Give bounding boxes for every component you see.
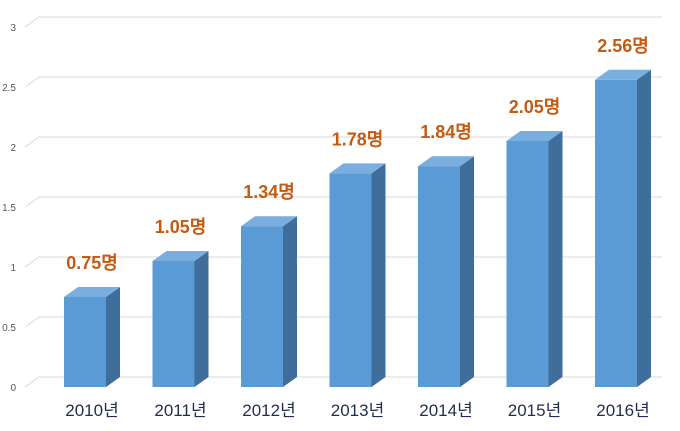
gridline-depth bbox=[24, 196, 40, 208]
bar-side bbox=[371, 163, 386, 387]
data-label: 1.34명 bbox=[243, 182, 295, 202]
bar bbox=[64, 287, 120, 387]
data-label: 1.78명 bbox=[332, 129, 384, 149]
y-tick-label: 3 bbox=[10, 23, 16, 34]
y-tick-label: 1.5 bbox=[2, 203, 16, 214]
bar-side bbox=[548, 131, 563, 387]
bar-front bbox=[329, 173, 372, 387]
bar-side bbox=[194, 251, 209, 387]
data-label: 1.84명 bbox=[420, 122, 472, 142]
bar-side bbox=[637, 69, 651, 388]
category-label: 2014년 bbox=[419, 401, 472, 420]
gridline-depth bbox=[24, 76, 40, 88]
bar-top bbox=[595, 69, 651, 80]
bar-front bbox=[152, 261, 195, 387]
category-label: 2011년 bbox=[154, 401, 206, 420]
bar-front bbox=[64, 297, 106, 387]
data-label: 1.05명 bbox=[155, 217, 207, 237]
data-label: 2.56명 bbox=[597, 36, 649, 56]
data-labels: 0.75명 1.05명 1.34명 1.78명 1.84명 2.05명 2.56명 bbox=[66, 36, 649, 273]
y-tick-label: 0.5 bbox=[2, 323, 16, 334]
bar-front bbox=[506, 141, 549, 387]
bar-front bbox=[418, 166, 460, 387]
bar-side bbox=[106, 287, 120, 387]
category-label: 2012년 bbox=[242, 401, 295, 420]
x-axis-categories: 2010년 2011년 2012년 2013년 2014년 2015년 2016년 bbox=[65, 401, 649, 420]
bar-top bbox=[241, 216, 297, 227]
y-tick-label: 2.5 bbox=[2, 83, 16, 94]
category-label: 2013년 bbox=[331, 401, 384, 420]
bar-top bbox=[152, 251, 209, 261]
gridline-depth bbox=[24, 136, 40, 148]
gridline-depth bbox=[24, 16, 40, 28]
bar-top bbox=[418, 156, 474, 167]
gridline-depth bbox=[24, 376, 40, 388]
bar-side bbox=[460, 156, 474, 387]
data-label: 0.75명 bbox=[66, 253, 118, 273]
y-tick-label: 1 bbox=[10, 263, 16, 274]
category-label: 2015년 bbox=[508, 401, 561, 420]
y-tick-label: 0 bbox=[10, 383, 16, 394]
data-label: 2.05명 bbox=[509, 97, 561, 117]
category-label: 2016년 bbox=[596, 401, 649, 420]
bar bbox=[506, 131, 563, 387]
bar bbox=[595, 69, 651, 388]
gridline-depth bbox=[24, 256, 40, 268]
bar-top bbox=[506, 131, 563, 141]
y-tick-label: 2 bbox=[10, 143, 16, 154]
bar-top bbox=[329, 163, 386, 174]
bar bbox=[152, 251, 209, 387]
bar-side bbox=[283, 216, 297, 387]
gridline-depth bbox=[24, 316, 40, 328]
bar bbox=[241, 216, 297, 387]
bar bbox=[418, 156, 474, 387]
y-axis-ticks: 0 0.5 1 1.5 2 2.5 3 bbox=[2, 23, 16, 394]
bar-top bbox=[64, 287, 120, 297]
bar-front bbox=[595, 79, 637, 388]
bar bbox=[329, 163, 386, 387]
bar-front bbox=[241, 226, 283, 387]
category-label: 2010년 bbox=[65, 401, 118, 420]
bars bbox=[64, 69, 651, 388]
